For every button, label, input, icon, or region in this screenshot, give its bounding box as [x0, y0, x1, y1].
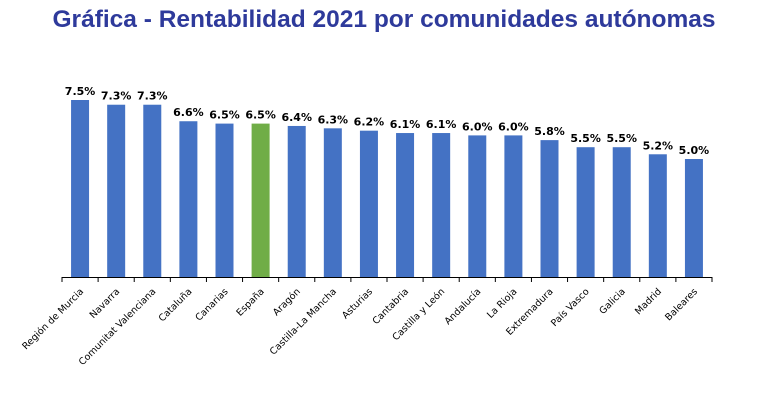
tick-label-cataluna: Cataluña	[157, 286, 195, 324]
value-label-cantabria: 6.1%	[390, 118, 421, 131]
tick-label-madrid: Madrid	[633, 286, 664, 317]
tick-label-espana: España	[234, 286, 266, 318]
tick-label-aragon: Aragón	[271, 286, 303, 318]
value-label-region-de-murcia: 7.5%	[65, 85, 96, 98]
bar-andalucia	[468, 135, 487, 277]
chart-title: Gráfica - Rentabilidad 2021 por comunida…	[52, 6, 716, 33]
value-labels-layer: 7.5% 7.3% 7.3% 6.6% 6.5% 6.5% 6.4% 6.3% 6.2% 6.1%…	[65, 85, 709, 157]
value-label-galicia: 5.5%	[606, 132, 637, 145]
bars-layer	[71, 100, 703, 278]
bar-asturias	[359, 130, 378, 277]
bar-madrid	[648, 154, 667, 277]
value-label-andalucia: 6.0%	[462, 120, 493, 133]
tick-label-canarias: Canarias	[193, 286, 230, 323]
value-label-castilla-la-mancha: 6.3%	[318, 113, 349, 126]
ticks-layer	[61, 277, 713, 282]
tick-label-navarra: Navarra	[88, 286, 123, 321]
bar-la-rioja	[504, 135, 523, 277]
bar-navarra	[107, 104, 126, 277]
value-label-la-rioja: 6.0%	[498, 120, 529, 133]
tick-label-castilla-la-mancha: Castilla-La Mancha	[268, 286, 339, 357]
value-label-asturias: 6.2%	[354, 116, 385, 129]
value-label-canarias: 6.5%	[209, 109, 240, 122]
bar-region-de-murcia	[71, 100, 90, 277]
value-label-baleares: 5.0%	[679, 144, 710, 157]
bar-castilla-la-mancha	[323, 128, 342, 277]
value-label-comunitat-valenciana: 7.3%	[137, 90, 168, 103]
value-label-extremadura: 5.8%	[534, 125, 565, 138]
value-label-espana: 6.5%	[245, 109, 276, 122]
tick-label-baleares: Baleares	[663, 286, 700, 323]
value-label-madrid: 5.2%	[643, 139, 674, 152]
bar-comunitat-valenciana	[143, 104, 162, 277]
tick-label-pais-vasco: País Vasco	[549, 286, 592, 329]
value-label-aragon: 6.4%	[281, 111, 312, 124]
bar-galicia	[612, 147, 631, 277]
tick-label-la-rioja: La Rioja	[485, 286, 519, 320]
bar-castilla-y-leon	[432, 133, 451, 277]
bar-pais-vasco	[576, 147, 595, 277]
bar-baleares	[684, 159, 703, 277]
tick-label-region-de-murcia: Región de Murcia	[20, 286, 86, 352]
value-label-cataluna: 6.6%	[173, 106, 204, 119]
tick-label-asturias: Asturias	[340, 286, 375, 321]
bar-extremadura	[540, 140, 559, 277]
value-label-pais-vasco: 5.5%	[570, 132, 601, 145]
value-label-castilla-y-leon: 6.1%	[426, 118, 457, 131]
bar-aragon	[287, 125, 306, 278]
bar-espana	[251, 123, 270, 277]
value-label-navarra: 7.3%	[101, 90, 132, 103]
bar-cataluna	[179, 121, 198, 278]
tick-label-andalucia: Andalucía	[443, 286, 484, 327]
bar-cantabria	[396, 133, 415, 277]
bar-canarias	[215, 123, 234, 277]
tick-label-galicia: Galicia	[597, 286, 628, 317]
